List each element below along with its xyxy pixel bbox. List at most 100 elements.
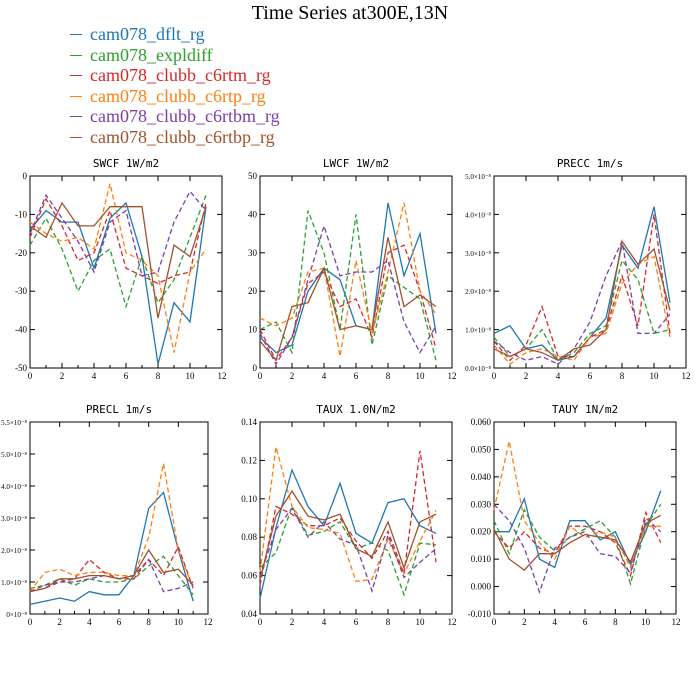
- y-tick-label: 0.10: [241, 494, 257, 504]
- y-tick-label: 2.0×10⁻⁸: [1, 547, 27, 555]
- legend-swatch: [70, 34, 82, 35]
- y-tick-label: 0.020: [471, 527, 492, 537]
- series-line: [29, 194, 207, 309]
- y-tick-label: -20: [15, 248, 27, 258]
- y-tick-label: -50: [15, 363, 27, 373]
- series-line: [29, 201, 207, 365]
- x-tick-label: 12: [448, 617, 457, 627]
- y-tick-label: 0.010: [471, 554, 492, 564]
- x-tick-label: 10: [641, 617, 651, 627]
- x-tick-label: 8: [620, 371, 625, 381]
- series-line: [493, 510, 662, 578]
- series-line: [493, 441, 661, 570]
- x-tick-label: 4: [322, 617, 327, 627]
- x-tick-label: 10: [186, 371, 196, 381]
- x-tick-label: 0: [28, 371, 33, 381]
- series-line: [29, 463, 194, 592]
- page-title: Time Series at300E,13N: [251, 2, 449, 24]
- chart-title: PRECL 1m/s: [86, 403, 152, 416]
- chart-panel: TAUX 1.0N/m2 0 2 4 6 8 10 12 0.04 0.06 0.08 0.10 0.1…: [241, 403, 456, 627]
- chart-title: TAUY 1N/m2: [552, 403, 618, 416]
- y-tick-label: 0.08: [241, 532, 257, 542]
- x-tick-label: 10: [416, 617, 426, 627]
- x-tick-label: 4: [552, 617, 557, 627]
- x-tick-label: 0: [492, 617, 497, 627]
- y-tick-label: -10: [15, 209, 27, 219]
- series-line: [259, 223, 437, 366]
- y-tick-label: 3.0×10⁻⁸: [465, 250, 491, 258]
- series-line: [259, 237, 437, 362]
- series-line: [493, 503, 662, 587]
- y-tick-label: 0.030: [471, 499, 492, 509]
- x-tick-label: 6: [117, 617, 122, 627]
- y-tick-label: 0.060: [471, 417, 492, 427]
- y-tick-label: 0.04: [241, 609, 257, 619]
- chart-panel: LWCF 1W/m2 0 2 4 6 8 10 12 0 10 20 30 40 50: [248, 157, 457, 381]
- y-tick-label: 0.0×10⁻⁸: [465, 365, 491, 373]
- x-tick-label: 12: [672, 617, 681, 627]
- chart-title: PRECC 1m/s: [557, 157, 623, 170]
- y-tick-label: 0.000: [471, 582, 492, 592]
- x-tick-label: 2: [57, 617, 62, 627]
- y-tick-label: 5.0×10⁻⁸: [465, 173, 491, 181]
- plot-frame: [29, 421, 209, 615]
- series-line: [259, 202, 437, 357]
- x-tick-label: 2: [522, 617, 527, 627]
- legend-label: cam078_expldiff: [90, 44, 213, 65]
- x-tick-label: 4: [556, 371, 561, 381]
- y-tick-label: 0.12: [241, 455, 257, 465]
- series-line: [494, 490, 662, 569]
- legend-label: cam078_clubb_c6rtm_rg: [90, 65, 271, 85]
- series-line: [493, 239, 671, 365]
- series-line: [493, 206, 671, 362]
- series-line: [259, 450, 437, 586]
- y-tick-label: 0: [23, 171, 28, 181]
- x-tick-label: 10: [416, 371, 426, 381]
- legend-swatch: [70, 54, 82, 56]
- y-tick-label: 4.0×10⁻⁸: [1, 483, 27, 491]
- chart-panel: SWCF 1W/m2 0 2 4 6 8 10 12 -50 -40 -30 -20 -10 0: [15, 157, 227, 381]
- series-line: [493, 255, 671, 366]
- y-tick-label: 2.0×10⁻⁸: [465, 288, 491, 296]
- x-tick-label: 6: [354, 371, 359, 381]
- y-tick-label: 0: [253, 363, 258, 373]
- legend-label: cam078_clubb_c6rtp_rg: [90, 85, 266, 106]
- series-line: [493, 259, 671, 362]
- x-tick-label: 2: [524, 371, 529, 381]
- chart-title: LWCF 1W/m2: [323, 157, 389, 170]
- x-tick-label: 0: [492, 371, 497, 381]
- x-tick-label: 2: [60, 371, 65, 381]
- x-tick-label: 6: [583, 617, 588, 627]
- legend-swatch: [70, 136, 82, 138]
- series-line: [493, 503, 662, 595]
- chart-panel: TAUY 1N/m2 0 2 4 6 8 10 12 -0.010 0.000 0.010 0.020…: [468, 403, 681, 627]
- legend-label: cam078_clubb_c6rtbm_rg: [90, 106, 280, 126]
- x-tick-label: 12: [448, 371, 457, 381]
- x-tick-label: 8: [613, 617, 618, 627]
- chart-panel: PRECC 1m/s 0 2 4 6 8 10 12 0.0×10⁻⁸ 1.0×10⁻⁸ 2.0×1…: [465, 157, 690, 381]
- series-line: [493, 514, 662, 571]
- x-tick-label: 8: [386, 371, 391, 381]
- x-tick-label: 2: [290, 617, 295, 627]
- y-tick-label: -30: [15, 286, 27, 296]
- x-tick-label: 4: [87, 617, 92, 627]
- series-line: [29, 548, 194, 593]
- x-tick-label: 10: [174, 617, 184, 627]
- series-line: [493, 214, 671, 362]
- x-tick-label: 12: [204, 617, 213, 627]
- series-line: [259, 202, 437, 354]
- y-tick-label: 0.040: [471, 472, 492, 482]
- x-tick-label: 6: [354, 617, 359, 627]
- series-line: [29, 491, 194, 606]
- y-tick-label: 0.14: [241, 417, 257, 427]
- y-tick-label: 1.0×10⁻⁸: [1, 579, 27, 587]
- y-tick-label: -0.010: [468, 609, 492, 619]
- y-tick-label: 20: [248, 286, 258, 296]
- y-tick-label: 0.06: [241, 571, 257, 581]
- y-tick-label: -40: [15, 325, 27, 335]
- y-tick-label: 30: [248, 248, 258, 258]
- series-line: [259, 504, 437, 597]
- legend-swatch: [70, 116, 82, 117]
- x-tick-label: 8: [156, 371, 161, 381]
